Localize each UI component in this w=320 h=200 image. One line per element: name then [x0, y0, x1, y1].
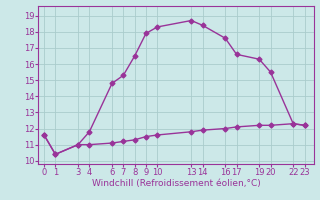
X-axis label: Windchill (Refroidissement éolien,°C): Windchill (Refroidissement éolien,°C)	[92, 179, 260, 188]
